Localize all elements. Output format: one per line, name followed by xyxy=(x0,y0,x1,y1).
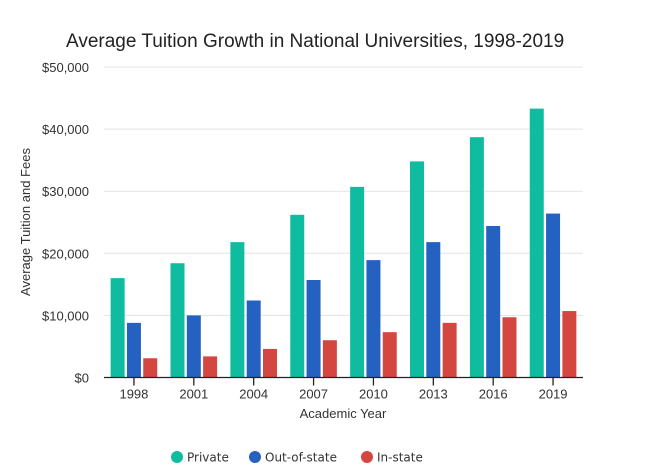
y-axis-title: Average Tuition and Fees xyxy=(18,148,33,296)
x-tick-label: 2016 xyxy=(479,387,508,402)
bar-in-state-2013 xyxy=(442,322,457,378)
legend-swatch-icon xyxy=(361,451,373,463)
bar-private-1998 xyxy=(110,278,125,378)
legend: Private Out-of-state In-state xyxy=(171,451,423,465)
bar-private-2019 xyxy=(529,108,544,378)
y-axis-ticks: $0 $10,000 $20,000 $30,000 $40,000 $50,000 xyxy=(42,60,89,386)
bar-out-of-state-2016 xyxy=(486,225,501,378)
bar-private-2001 xyxy=(170,263,185,378)
x-axis-ticks: 1998 2001 2004 2007 2010 2013 2016 2019 xyxy=(119,377,568,402)
x-tick-label: 2019 xyxy=(539,387,568,402)
legend-label: Out-of-state xyxy=(265,451,337,465)
y-tick-label: $40,000 xyxy=(42,122,89,137)
bar-out-of-state-2010 xyxy=(366,260,381,378)
bar-private-2013 xyxy=(410,161,425,378)
legend-swatch-icon xyxy=(249,451,261,463)
bar-in-state-2010 xyxy=(382,332,397,378)
bar-in-state-1998 xyxy=(143,358,158,378)
bar-in-state-2016 xyxy=(502,317,517,378)
bar-private-2016 xyxy=(469,137,484,378)
bar-in-state-2019 xyxy=(562,311,577,378)
legend-item-out-of-state[interactable]: Out-of-state xyxy=(249,451,337,465)
legend-swatch-icon xyxy=(171,451,183,463)
gridlines xyxy=(104,66,583,316)
legend-label: In-state xyxy=(377,451,423,465)
bars xyxy=(110,108,577,378)
x-tick-label: 2004 xyxy=(239,387,268,402)
x-tick-label: 2010 xyxy=(359,387,388,402)
y-tick-label: $20,000 xyxy=(42,246,89,261)
y-tick-label: $50,000 xyxy=(42,60,89,75)
bar-out-of-state-2004 xyxy=(246,300,261,378)
x-tick-label: 2013 xyxy=(419,387,448,402)
legend-item-in-state[interactable]: In-state xyxy=(361,451,423,465)
legend-label: Private xyxy=(187,451,229,465)
x-tick-label: 1998 xyxy=(119,387,148,402)
bar-out-of-state-2013 xyxy=(426,242,441,378)
bar-in-state-2004 xyxy=(262,348,277,378)
x-tick-label: 2001 xyxy=(179,387,208,402)
bar-in-state-2001 xyxy=(203,356,218,378)
x-tick-label: 2007 xyxy=(299,387,328,402)
bar-private-2007 xyxy=(290,214,305,378)
y-tick-label: $10,000 xyxy=(42,308,89,323)
bar-out-of-state-1998 xyxy=(126,322,141,378)
y-tick-label: $0 xyxy=(75,371,89,386)
bar-in-state-2007 xyxy=(322,340,337,378)
bar-out-of-state-2019 xyxy=(546,213,561,378)
bar-private-2010 xyxy=(350,186,365,378)
chart-title: Average Tuition Growth in National Unive… xyxy=(66,31,564,52)
x-axis-title: Academic Year xyxy=(300,406,387,421)
bar-out-of-state-2007 xyxy=(306,280,321,378)
bar-private-2004 xyxy=(230,242,245,378)
bar-out-of-state-2001 xyxy=(186,315,201,378)
y-tick-label: $30,000 xyxy=(42,184,89,199)
legend-item-private[interactable]: Private xyxy=(171,451,229,465)
